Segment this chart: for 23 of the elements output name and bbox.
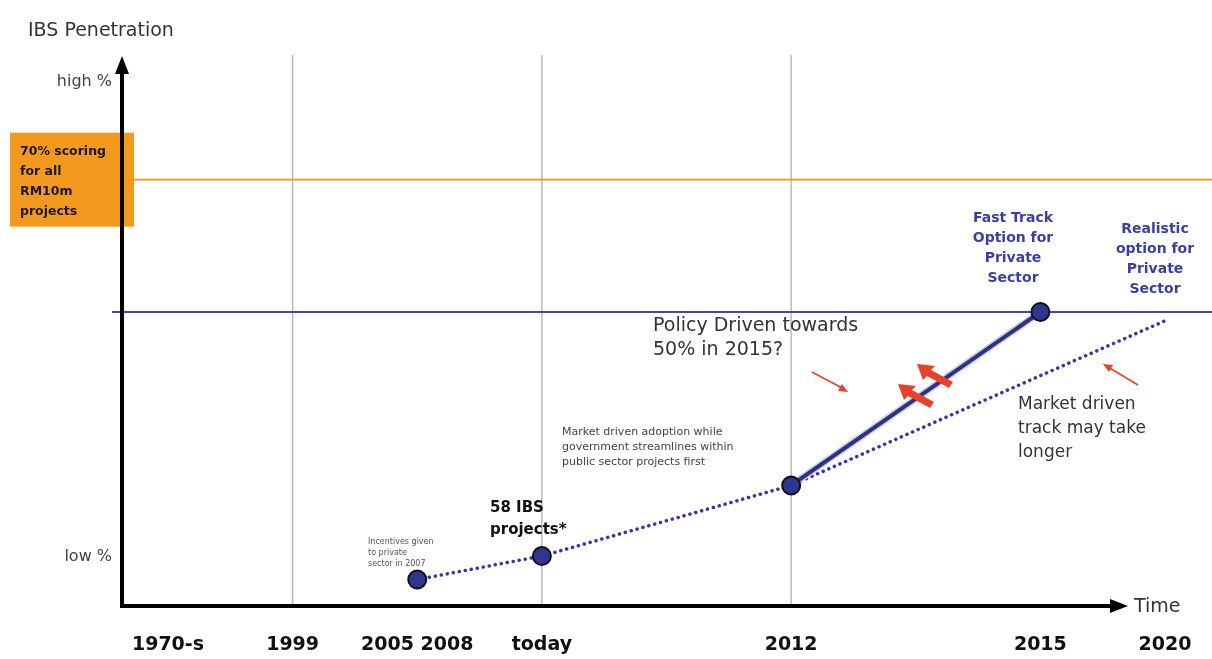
point xyxy=(781,475,802,496)
point xyxy=(407,569,428,590)
annotation: 58 IBS projects* xyxy=(490,498,567,538)
x-tick-label: 2005 2008 xyxy=(361,632,474,654)
text: high % xyxy=(56,71,112,90)
annotation: low % xyxy=(64,546,112,565)
text: Fast Track Option for Private Sector xyxy=(972,209,1054,285)
point xyxy=(1030,302,1051,322)
x-axis-title: Time xyxy=(1133,594,1181,616)
ref-line-label: 70% scoring for all RM10m projects xyxy=(20,142,107,218)
x-tick-label: 2012 xyxy=(764,632,818,654)
x-tick-label: today xyxy=(511,632,573,654)
point xyxy=(531,546,552,567)
x-tick-label: 2015 xyxy=(1013,632,1067,654)
annotation: Market driven track may take longer xyxy=(1018,393,1146,461)
x-tick-label: 1970-s xyxy=(131,632,205,654)
annotation: Incentives given to private sector in 2007 xyxy=(368,537,434,568)
x-tick-label: 1999 xyxy=(266,632,320,654)
text: Realistic option for Private Sector xyxy=(1115,220,1195,296)
chart-title: IBS Penetration xyxy=(28,18,174,40)
x-tick-label: 2020 xyxy=(1138,632,1192,654)
annotation: Market driven adoption while government streamlines within public sector projects first xyxy=(562,425,734,468)
annotation: Policy Driven towards 50% in 2015? xyxy=(653,313,859,359)
